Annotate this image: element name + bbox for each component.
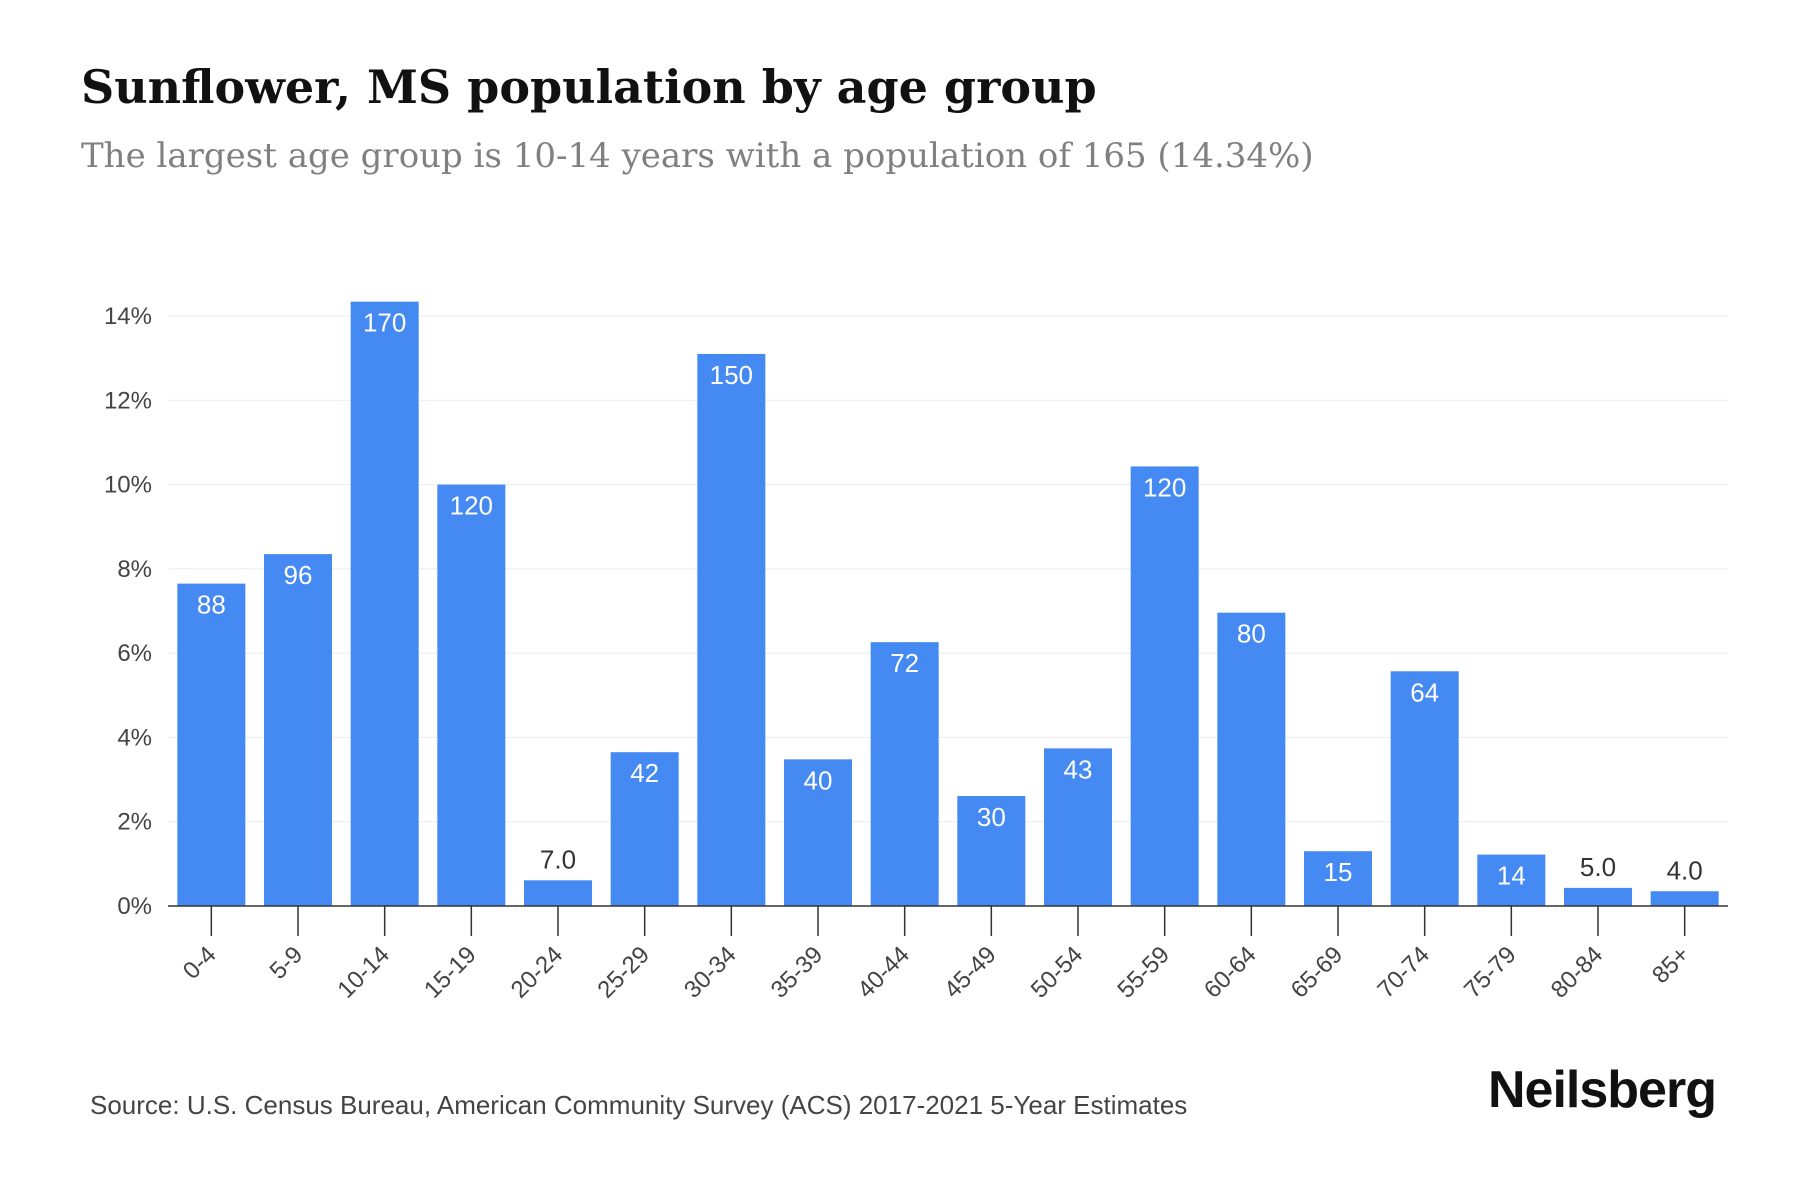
x-tick-label: 85+ — [1647, 941, 1695, 989]
x-tick-label: 45-49 — [939, 941, 1002, 1004]
data-label: 96 — [284, 560, 313, 590]
data-label: 170 — [363, 308, 406, 338]
y-tick-label: 10% — [104, 472, 152, 499]
data-label: 120 — [450, 491, 493, 521]
x-tick-label: 65-69 — [1286, 941, 1349, 1004]
x-tick-label: 75-79 — [1459, 941, 1522, 1004]
bar — [1564, 887, 1632, 906]
data-label: 15 — [1324, 857, 1353, 887]
x-tick-label: 60-64 — [1199, 941, 1262, 1004]
data-label: 40 — [804, 765, 833, 795]
bar — [697, 353, 766, 906]
x-tick-label: 20-24 — [506, 941, 569, 1004]
y-tick-label: 2% — [117, 809, 152, 836]
bar — [1650, 891, 1719, 906]
x-tick-label: 40-44 — [852, 941, 915, 1004]
bar — [1390, 671, 1459, 906]
x-tick-label: 70-74 — [1372, 941, 1435, 1004]
x-tick-label: 55-59 — [1112, 941, 1175, 1004]
data-label: 64 — [1410, 677, 1439, 707]
y-tick-label: 14% — [104, 303, 152, 330]
data-label: 43 — [1064, 754, 1093, 784]
data-label: 72 — [890, 648, 919, 678]
data-label: 80 — [1237, 619, 1266, 649]
bar — [870, 642, 939, 906]
data-label: 4.0 — [1667, 855, 1703, 885]
y-tick-label: 0% — [117, 893, 152, 920]
bar — [437, 484, 506, 906]
x-tick-label: 15-19 — [419, 941, 482, 1004]
data-label: 5.0 — [1580, 852, 1616, 882]
bar — [1304, 851, 1372, 906]
x-tick-label: 10-14 — [332, 941, 395, 1004]
x-tick-label: 35-39 — [766, 941, 829, 1004]
data-label: 88 — [197, 590, 226, 620]
bar — [1130, 466, 1199, 906]
x-tick-label: 50-54 — [1026, 941, 1089, 1004]
bar — [957, 796, 1026, 906]
x-tick-label: 0-4 — [178, 941, 222, 985]
source-note: Source: U.S. Census Bureau, American Com… — [90, 1090, 1188, 1120]
bar — [350, 301, 419, 907]
data-label: 42 — [630, 758, 659, 788]
y-tick-label: 6% — [117, 640, 152, 667]
bar-chart: 0% 2% 4% 6% 8% 10% 12% 14% 88 0-4 96 5-9 170 10-14 120… — [104, 301, 1728, 1004]
brand-logo: Neilsberg — [1488, 1061, 1717, 1119]
bar — [1217, 612, 1286, 906]
y-tick-label: 8% — [117, 556, 152, 583]
x-tick-label: 80-84 — [1546, 941, 1609, 1004]
data-label: 150 — [710, 360, 753, 390]
data-label: 7.0 — [540, 844, 576, 874]
x-tick-label: 5-9 — [265, 941, 309, 985]
bar — [1477, 854, 1546, 906]
bar — [784, 759, 852, 906]
bar — [264, 554, 332, 906]
data-label: 30 — [977, 802, 1006, 832]
x-tick-label: 25-29 — [592, 941, 655, 1004]
y-tick-label: 4% — [117, 724, 152, 751]
x-tick-label: 30-34 — [679, 941, 742, 1004]
y-tick-label: 12% — [104, 387, 152, 414]
chart-title: Sunflower, MS population by age group — [81, 60, 1097, 114]
bar — [1044, 748, 1112, 906]
chart-subtitle: The largest age group is 10-14 years wit… — [81, 136, 1314, 176]
data-label: 14 — [1497, 861, 1526, 891]
data-label: 120 — [1143, 472, 1186, 502]
bar — [524, 880, 592, 906]
bar — [177, 583, 246, 906]
bar — [610, 752, 679, 906]
